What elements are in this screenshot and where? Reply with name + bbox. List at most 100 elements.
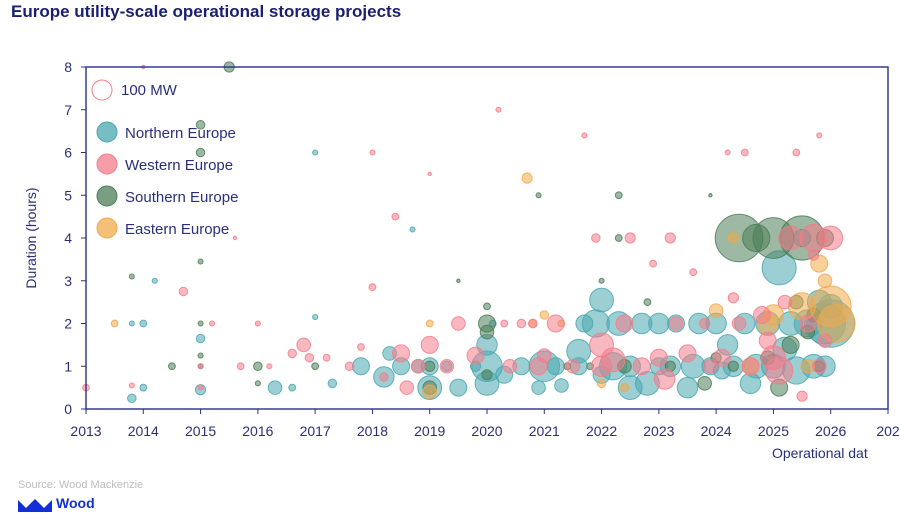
bubble	[197, 352, 204, 359]
bubble	[481, 369, 493, 381]
legend-swatch-icon	[96, 217, 118, 239]
bubble	[727, 232, 739, 244]
y-tick-label: 5	[64, 187, 72, 203]
bubble	[139, 383, 148, 392]
y-axis-title: Duration (hours)	[23, 187, 39, 288]
bubble	[425, 319, 434, 328]
legend-item: Western Europe	[96, 153, 233, 175]
bubble	[391, 212, 400, 221]
bubble	[539, 310, 550, 320]
bubble	[266, 363, 273, 370]
bubble	[311, 362, 320, 371]
x-tick-label: 2021	[529, 423, 560, 439]
bubble	[439, 358, 455, 374]
bubble	[267, 380, 283, 395]
bubble	[591, 233, 601, 243]
x-tick-label: 2026	[815, 423, 846, 439]
bubble	[128, 273, 135, 280]
bubble	[817, 304, 856, 343]
bubble	[197, 363, 204, 370]
logo-text: Wood	[56, 495, 95, 511]
bubble	[168, 362, 176, 371]
x-tick-label: 2024	[701, 423, 732, 439]
bubble	[287, 348, 297, 359]
bubble	[796, 390, 808, 402]
bubble	[195, 119, 206, 130]
x-tick-label: 2013	[70, 423, 101, 439]
bubble	[546, 314, 565, 333]
bubble	[765, 356, 794, 385]
bubble	[614, 234, 623, 242]
bubble	[296, 337, 311, 353]
bubble	[565, 358, 581, 374]
bubble	[581, 309, 610, 338]
legend-item: Eastern Europe	[96, 217, 229, 239]
bubble	[322, 353, 331, 362]
bubble	[495, 106, 502, 113]
legend-label: Eastern Europe	[125, 221, 229, 238]
bubble	[648, 312, 670, 335]
bubble	[581, 132, 588, 139]
bubble	[422, 384, 438, 400]
bubble	[110, 319, 119, 328]
y-tick-label: 4	[64, 230, 72, 246]
bubble	[689, 268, 698, 277]
bubble	[708, 193, 713, 198]
bubble	[643, 298, 652, 307]
bubble	[516, 318, 527, 329]
bubble-chart: 0 1 2 3 4 5 6 7 8 2013 2014 2015 2016 2017 2018 2019 20…	[23, 59, 900, 461]
bubble	[740, 148, 749, 157]
bubble	[399, 380, 415, 395]
legend-swatch-icon	[96, 185, 118, 207]
bubble	[598, 277, 605, 284]
series-western-europe	[82, 64, 844, 402]
bubble	[151, 277, 158, 284]
bubble	[253, 361, 263, 371]
source-note: Source: Wood Mackenzie	[18, 479, 144, 491]
bubble	[724, 149, 731, 156]
bubble	[449, 378, 468, 397]
bubble	[197, 320, 204, 327]
y-tick-label: 2	[64, 316, 72, 332]
bubble	[781, 335, 800, 354]
legend-label: Northern Europe	[125, 125, 236, 142]
bubble	[649, 259, 658, 268]
bubble	[288, 383, 297, 392]
legend-item: Northern Europe	[96, 121, 236, 143]
bubble	[195, 147, 206, 158]
x-tick-label: 2025	[758, 423, 789, 439]
chart-title: Europe utility-scale operational storage…	[11, 2, 402, 21]
legend-size-reference-label: 100 MW	[121, 82, 178, 99]
y-tick-label: 3	[64, 273, 72, 289]
bubble	[596, 378, 607, 389]
bubble	[712, 348, 731, 367]
bubble	[312, 149, 319, 156]
bubble	[668, 316, 684, 331]
x-tick-label: 2017	[300, 423, 331, 439]
legend-item: Southern Europe	[96, 185, 238, 207]
y-tick-label: 1	[64, 358, 72, 374]
bubble	[127, 393, 137, 404]
bubble	[392, 344, 411, 363]
bubble	[600, 347, 626, 373]
bubble	[535, 192, 542, 199]
x-tick-label: 2022	[586, 423, 617, 439]
bubble	[727, 292, 739, 304]
bubble	[615, 314, 634, 333]
bubble	[699, 317, 711, 330]
bubble	[139, 319, 148, 328]
bubble	[420, 335, 439, 354]
bubble	[451, 316, 466, 331]
bubble	[304, 352, 315, 363]
bubble	[344, 361, 355, 371]
x-axis-title: Operational dat	[772, 445, 868, 461]
x-tick-label: 2023	[643, 423, 674, 439]
x-tick-label: 2018	[357, 423, 388, 439]
bubble	[351, 357, 370, 376]
bubble	[357, 343, 365, 351]
bubble	[521, 172, 533, 184]
bubble	[653, 368, 676, 390]
bubble	[466, 346, 485, 365]
y-axis: 0 1 2 3 4 5 6 7 8	[64, 59, 86, 417]
legend-label: Western Europe	[125, 157, 233, 174]
